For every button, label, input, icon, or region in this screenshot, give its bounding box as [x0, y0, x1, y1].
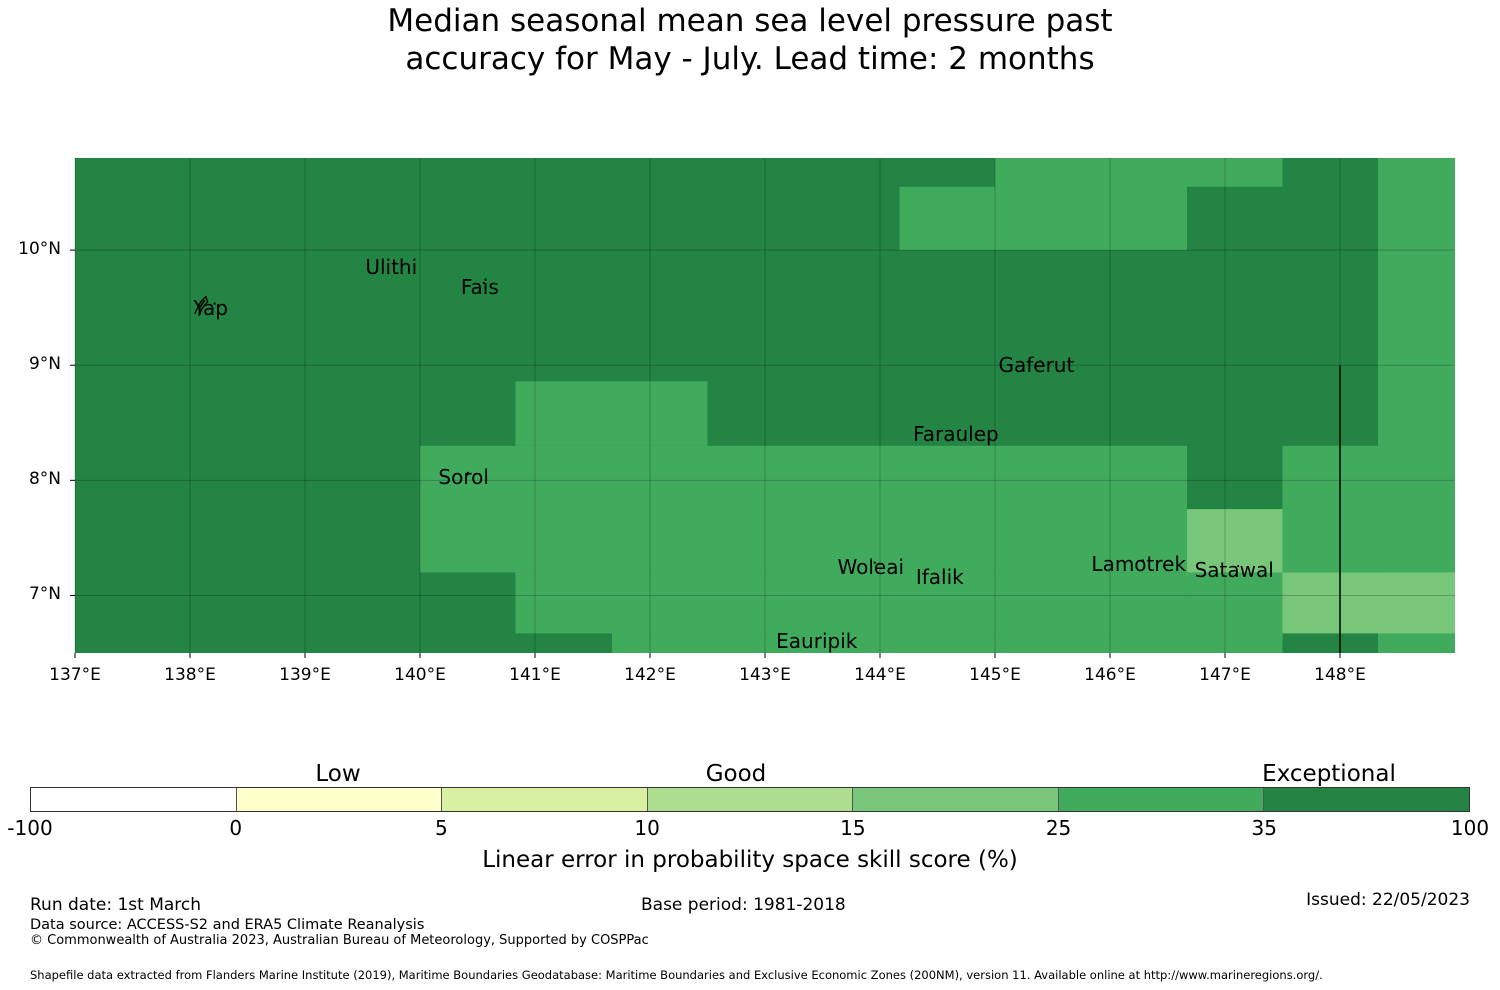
legend-category-exceptional: Exceptional — [1262, 761, 1396, 787]
colorbar-tick-0: -100 — [7, 816, 53, 840]
lon-label-144: 144°E — [854, 665, 906, 685]
colorbar-tick-2: 5 — [435, 816, 448, 840]
lon-label-148: 148°E — [1314, 665, 1366, 685]
colorbar-tick-4: 15 — [840, 816, 866, 840]
lon-label-142: 142°E — [624, 665, 676, 685]
island-marker-gaferut — [1039, 360, 1042, 363]
colorbar-tick-5: 25 — [1045, 816, 1072, 840]
skill-cell-1 — [899, 186, 995, 251]
island-marker-faraulep — [958, 429, 962, 432]
colorbar-segment-1 — [236, 788, 443, 811]
shapefile-credit: Shapefile data extracted from Flanders M… — [30, 968, 1323, 982]
colorbar-tick-3: 10 — [634, 816, 660, 840]
lat-label-9: 9°N — [28, 354, 61, 375]
place-label-lamotrek: Lamotrek — [1091, 552, 1187, 577]
skill-cell-11 — [1187, 509, 1283, 573]
skill-cell-8 — [612, 633, 1188, 653]
island-marker-eauripik — [819, 636, 822, 639]
place-label-gaferut: Gaferut — [998, 353, 1075, 378]
lon-label-147: 147°E — [1199, 665, 1251, 685]
place-label-satawal: Satawal — [1194, 558, 1274, 583]
place-label-sorol: Sorol — [438, 464, 489, 489]
colorbar-label: Linear error in probability space skill … — [482, 847, 1018, 873]
place-label-eauripik: Eauripik — [776, 629, 858, 654]
colorbar-segment-4 — [853, 788, 1059, 811]
lon-label-146: 146°E — [1084, 665, 1136, 685]
island-marker-satawal — [1237, 565, 1240, 568]
place-label-woleai: Woleai — [837, 554, 905, 579]
skill-cell-3 — [1187, 158, 1283, 187]
lon-label-137: 137°E — [49, 665, 101, 685]
yap-island-outline — [194, 295, 209, 316]
title-line-2: accuracy for May - July. Lead time: 2 mo… — [405, 41, 1095, 77]
place-label-ulithi: Ulithi — [365, 255, 418, 280]
place-label-ifalik: Ifalik — [915, 565, 964, 590]
colorbar-segment-5 — [1058, 788, 1265, 811]
skill-cell-10 — [1282, 445, 1378, 573]
chart-title: Median seasonal mean sea level pressure … — [0, 2, 1500, 78]
lat-label-10: 10°N — [18, 239, 61, 260]
colorbar — [30, 787, 1470, 812]
island-marker-ifalik — [942, 571, 945, 575]
place-label-fais: Fais — [460, 274, 499, 299]
skill-cell-7 — [515, 572, 1188, 634]
island-marker-sorol — [466, 471, 469, 474]
copyright: © Commonwealth of Australia 2023, Austra… — [30, 933, 649, 948]
issued-date: Issued: 22/05/2023 — [1306, 890, 1470, 910]
skill-cell-5 — [515, 381, 708, 446]
lat-label-7: 7°N — [28, 584, 61, 605]
lon-label-145: 145°E — [969, 665, 1021, 685]
base-period: Base period: 1981-2018 — [641, 895, 846, 915]
lon-label-141: 141°E — [509, 665, 561, 685]
colorbar-segment-3 — [647, 788, 854, 811]
island-marker-ulithi — [394, 262, 397, 265]
legend-category-good: Good — [705, 761, 767, 787]
place-label-faraulep: Faraulep — [913, 422, 999, 447]
colorbar-segment-2 — [442, 788, 648, 811]
colorbar-segment-0 — [31, 788, 237, 811]
island-marker-woleai — [873, 561, 876, 564]
colorbar-tick-6: 35 — [1251, 816, 1278, 840]
skill-cell-6 — [420, 445, 1188, 573]
skill-cell-4 — [1377, 158, 1455, 653]
island-marker-fais — [482, 281, 485, 285]
legend-category-low: Low — [315, 761, 361, 787]
colorbar-tick-7: 100 — [1450, 816, 1490, 840]
skill-cell-12 — [1282, 572, 1455, 634]
title-line-1: Median seasonal mean sea level pressure … — [387, 3, 1113, 39]
lat-label-8: 8°N — [28, 469, 61, 490]
place-label-yap: Yap — [193, 295, 228, 320]
lon-label-140: 140°E — [394, 665, 446, 685]
run-date: Run date: 1st March — [30, 895, 202, 915]
lon-label-139: 139°E — [279, 665, 331, 685]
colorbar-tick-1: 0 — [229, 816, 243, 840]
lon-label-138: 138°E — [164, 665, 216, 685]
island-marker-lamotrek — [1141, 559, 1144, 562]
data-source: Data source: ACCESS-S2 and ERA5 Climate … — [30, 917, 425, 933]
colorbar-segment-6 — [1264, 788, 1470, 811]
island-marker-yap — [213, 302, 216, 305]
skill-cell-2 — [995, 158, 1188, 251]
lon-label-143: 143°E — [739, 665, 791, 685]
